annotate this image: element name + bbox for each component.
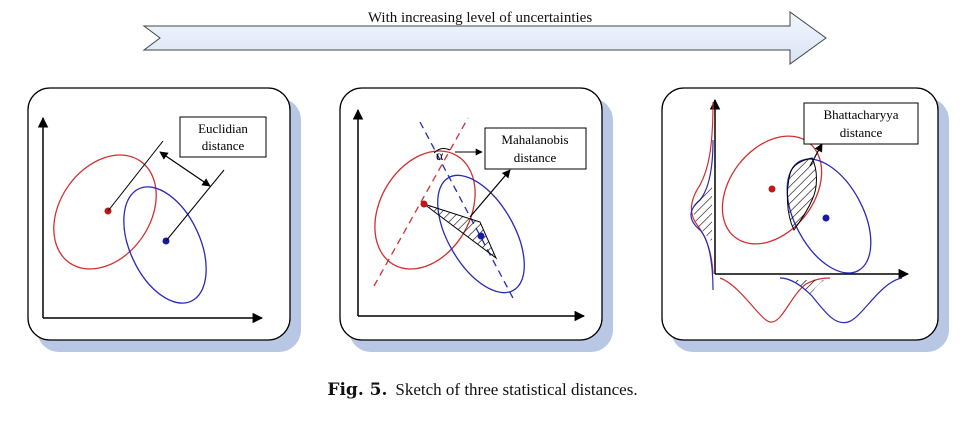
panel-euclidian: Euclidian distance bbox=[27, 87, 301, 352]
angle-alpha-label: α bbox=[436, 149, 444, 164]
figure-number: Fig. 5. bbox=[327, 380, 388, 400]
euclidian-distance-arrow bbox=[159, 151, 211, 187]
panel-bhattacharyya: Bhattacharyya distance bbox=[661, 87, 949, 352]
mahalanobis-distance-arrow bbox=[469, 169, 511, 218]
bhattacharyya-overlap-region bbox=[786, 157, 817, 231]
blue-distribution-ellipse bbox=[786, 158, 872, 274]
blue-mean-point bbox=[477, 232, 485, 240]
bhattacharyya-distance-arrow bbox=[809, 143, 823, 167]
bottom-blue-marginal bbox=[779, 277, 903, 324]
blue-mean-point bbox=[822, 214, 830, 222]
euclidian-label-line1: Euclidian bbox=[198, 121, 248, 136]
mahalanobis-label-line1: Mahalanobis bbox=[501, 132, 568, 147]
panel-mahalanobis: α Mahalanobis distance bbox=[339, 87, 613, 352]
uncertainty-arrow: With increasing level of uncertainties bbox=[142, 10, 827, 65]
red-mean-point bbox=[768, 185, 776, 193]
red-distribution-ellipse bbox=[53, 154, 157, 270]
left-blue-marginal bbox=[690, 139, 714, 291]
red-mean-point bbox=[420, 200, 428, 208]
blue-distribution-ellipse bbox=[123, 186, 207, 304]
bhattacharyya-label-line1: Bhattacharyya bbox=[823, 107, 898, 122]
mahalanobis-label-line2: distance bbox=[514, 150, 557, 165]
bottom-red-marginal bbox=[719, 277, 831, 323]
blue-distribution-ellipse bbox=[437, 174, 525, 294]
bottom-marginal-overlap bbox=[792, 280, 824, 294]
figure-caption-text: Sketch of three statistical distances. bbox=[395, 380, 638, 399]
figure-caption: Fig. 5. Sketch of three statistical dista… bbox=[0, 380, 965, 400]
euclidian-label-line2: distance bbox=[202, 138, 245, 153]
mahalanobis-hatched-region bbox=[423, 203, 498, 260]
bhattacharyya-label-line2: distance bbox=[840, 125, 883, 140]
uncertainty-arrow-label: With increasing level of uncertainties bbox=[368, 10, 592, 26]
left-marginal-overlap bbox=[693, 186, 712, 242]
